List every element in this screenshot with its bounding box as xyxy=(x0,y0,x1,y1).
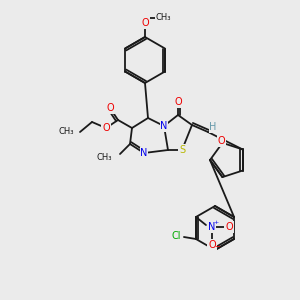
Text: O: O xyxy=(141,18,149,28)
Text: CH₃: CH₃ xyxy=(155,14,171,22)
Text: N: N xyxy=(208,222,216,232)
Text: Cl: Cl xyxy=(171,231,181,241)
Text: H: H xyxy=(209,122,217,132)
Text: O: O xyxy=(218,136,225,146)
Text: O: O xyxy=(102,123,110,133)
Text: N: N xyxy=(140,148,148,158)
Text: O: O xyxy=(106,103,114,113)
Text: −: − xyxy=(214,244,220,250)
Text: CH₃: CH₃ xyxy=(58,128,74,136)
Text: CH₃: CH₃ xyxy=(97,152,112,161)
Text: +: + xyxy=(213,220,219,224)
Text: O: O xyxy=(208,240,216,250)
Text: N: N xyxy=(160,121,168,131)
Text: S: S xyxy=(179,145,185,155)
Text: O: O xyxy=(225,222,233,232)
Text: O: O xyxy=(174,97,182,107)
